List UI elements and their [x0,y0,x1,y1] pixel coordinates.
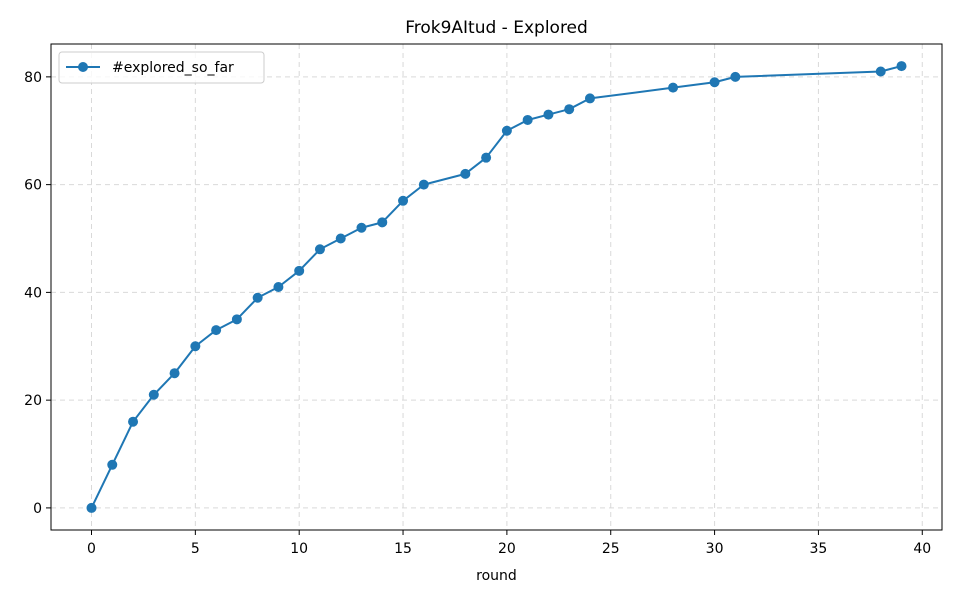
legend-label: #explored_so_far [112,60,234,76]
data-point [522,114,533,125]
y-tick-label: 40 [24,285,42,301]
data-point [148,389,159,400]
data-point [335,233,346,244]
data-point [668,82,679,93]
axis-ticks: 0 5 10 15 20 25 30 35 40 0 20 40 60 80 [24,70,931,557]
data-point [564,104,575,115]
data-point [460,168,471,179]
y-tick-label: 20 [24,393,42,409]
data-point [709,77,720,88]
x-tick-label: 0 [87,541,96,557]
data-point [107,459,118,470]
legend-box [58,51,265,84]
y-tick-label: 60 [24,178,42,194]
data-point [896,61,907,72]
data-point [314,244,325,255]
data-point [273,282,284,292]
data-point [543,109,554,120]
data-point [231,314,242,325]
series-explored-so-far [86,61,907,513]
data-point [377,217,388,228]
grid-lines [51,44,942,530]
data-point [584,93,595,104]
x-axis-label: round [476,568,517,584]
data-point [190,341,201,352]
data-point [86,502,97,513]
x-tick-label: 10 [290,541,308,557]
y-tick-label: 0 [33,501,42,517]
data-point [169,368,180,379]
x-tick-label: 35 [810,541,828,557]
data-point [501,125,512,136]
legend: #explored_so_far [58,51,265,84]
data-point [128,416,139,427]
x-tick-label: 15 [394,541,412,557]
x-tick-label: 30 [706,541,724,557]
data-point [356,222,367,233]
legend-marker-sample [78,62,88,72]
data-point [481,152,492,163]
data-point [875,66,886,77]
data-point [730,71,741,82]
x-tick-label: 40 [913,541,931,557]
chart-title: Frok9AItud - Explored [405,18,588,38]
data-point [418,179,429,190]
data-point [294,265,305,276]
x-tick-label: 20 [498,541,516,557]
plot-frame [50,43,943,531]
data-point [252,292,263,303]
x-tick-label: 5 [191,541,200,557]
series-layer [86,61,907,513]
data-point [398,195,409,206]
y-tick-label: 80 [24,70,42,86]
x-tick-label: 25 [602,541,620,557]
series-line [90,65,902,509]
data-point [211,325,222,336]
